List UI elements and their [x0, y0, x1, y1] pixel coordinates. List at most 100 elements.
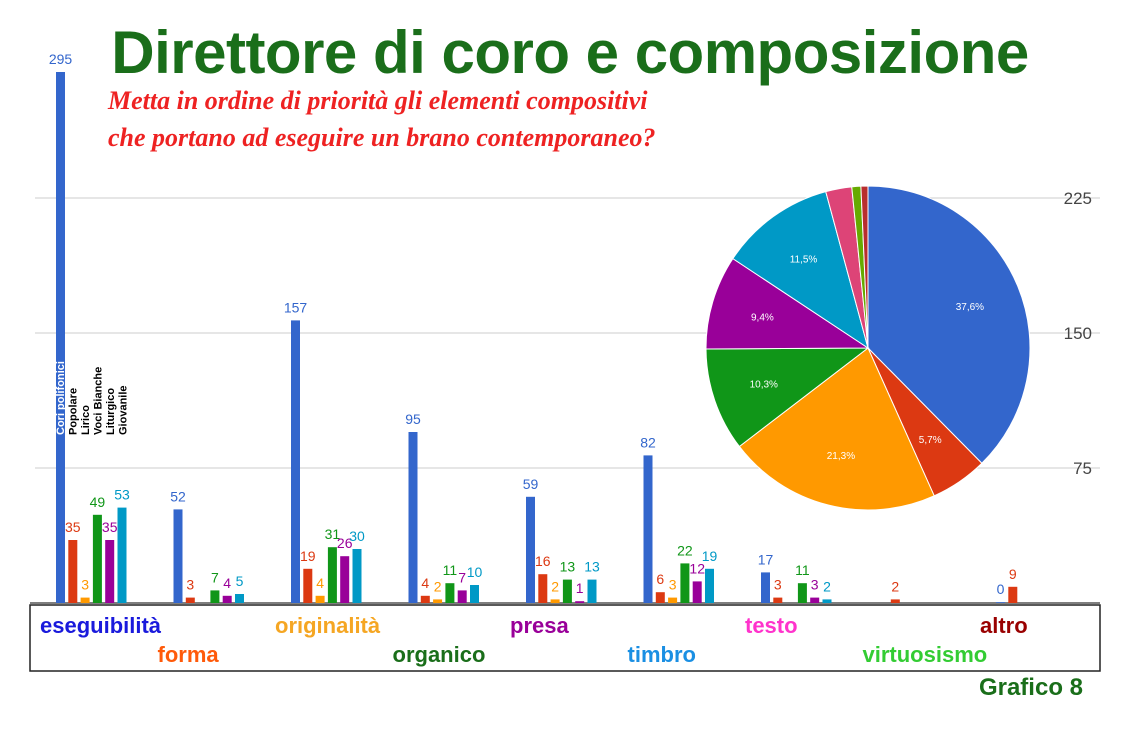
bar-series	[56, 72, 1018, 603]
category-label-7: virtuosismo	[863, 642, 988, 667]
bar-value-4-1: 16	[535, 553, 551, 569]
bar-value-4-5: 13	[584, 559, 600, 575]
bar-value-8-0: 0	[997, 581, 1005, 597]
bar-value-3-5: 10	[467, 564, 483, 580]
bar-value-4-2: 2	[551, 578, 559, 594]
bar-0-3	[92, 514, 102, 603]
bar-value-0-4: 35	[102, 519, 118, 535]
category-labels: eseguibilità forma originalità organico pres…	[29, 604, 1101, 672]
pie-slice-5	[732, 190, 869, 350]
bar-8-1	[1008, 586, 1018, 603]
chart-title: Direttore di coro e composizione	[111, 19, 1029, 86]
bar-2-1	[303, 568, 313, 603]
bar-2-4	[340, 556, 350, 603]
bar-value-1-4: 4	[223, 575, 231, 591]
pie-slice-0	[867, 185, 1031, 464]
bar-value-6-0: 17	[758, 551, 774, 567]
bar-value-2-2: 4	[316, 575, 324, 591]
bar-value-6-3: 11	[795, 562, 810, 578]
bar-3-3	[445, 583, 455, 603]
bar-value-1-0: 52	[170, 488, 186, 504]
pie-slice-4	[705, 257, 870, 350]
bar-0-1	[68, 540, 78, 603]
y-tick-150: 150	[1064, 324, 1092, 343]
bar-6-1	[773, 597, 783, 603]
pie-label-1: 5,7%	[919, 435, 942, 446]
bar-value-0-2: 3	[81, 577, 89, 593]
bar-value-2-1: 19	[300, 548, 316, 564]
pie-slice-3	[705, 347, 870, 448]
bar-value-5-4: 12	[689, 560, 705, 576]
bar-value-5-0: 82	[640, 434, 656, 450]
bar-value-2-4: 26	[337, 535, 353, 551]
legend-series-1: Popolare	[68, 388, 80, 435]
bar-value-0-3: 49	[90, 494, 106, 510]
bar-value-3-4: 7	[458, 569, 466, 585]
bar-1-1	[185, 597, 195, 603]
legend-series-3: Voci Bianche	[93, 367, 105, 435]
category-label-6: testo	[745, 613, 798, 638]
category-box	[29, 604, 1101, 672]
bar-6-4	[810, 597, 820, 603]
bar-value-4-3: 13	[560, 559, 576, 575]
bar-value-2-0: 157	[284, 299, 308, 315]
pie-label-3: 10,3%	[750, 380, 778, 391]
category-label-5: timbro	[628, 642, 696, 667]
bar-0-5	[117, 507, 127, 603]
pie-chart: 37,6% 5,7% 21,3% 10,3% 9,4% 11,5%	[705, 185, 1031, 511]
bar-value-3-2: 2	[434, 578, 442, 594]
bar-4-4	[575, 601, 585, 603]
bar-1-4	[222, 595, 232, 603]
bar-6-0	[761, 572, 770, 603]
pie-label-2: 21,3%	[827, 451, 855, 462]
bar-value-0-5: 53	[114, 487, 130, 503]
bar-value-6-5: 2	[823, 578, 831, 594]
bar-value-4-4: 1	[576, 580, 584, 596]
y-axis-ticks: 75 150 225	[1064, 189, 1092, 478]
bar-value-0-1: 35	[65, 519, 81, 535]
bar-3-0	[408, 432, 418, 603]
bar-7-1	[890, 599, 900, 603]
bar-5-5	[705, 568, 714, 603]
bar-value-5-1: 6	[656, 571, 664, 587]
bar-5-2	[668, 597, 678, 603]
bar-value-5-5: 19	[702, 548, 718, 564]
pie-label-4: 9,4%	[751, 313, 774, 324]
bar-5-0	[643, 455, 653, 603]
pie-slice-8	[860, 185, 869, 349]
bar-4-0	[526, 496, 535, 603]
bar-value-1-5: 5	[236, 573, 244, 589]
bar-value-6-1: 3	[774, 577, 782, 593]
category-label-3: organico	[393, 642, 486, 667]
bar-value-5-3: 22	[677, 542, 693, 558]
bar-0-4	[105, 540, 115, 603]
bar-value-4-0: 59	[523, 476, 539, 492]
bar-value-6-4: 3	[811, 577, 819, 593]
chart-footer: Grafico 8	[978, 674, 1083, 701]
bar-value-3-3: 11	[443, 562, 458, 578]
bar-3-1	[420, 595, 430, 603]
bar-value-0-0: 295	[49, 51, 73, 67]
bar-6-5	[822, 599, 832, 603]
bar-2-5	[352, 549, 362, 603]
bar-1-5	[235, 594, 244, 603]
bar-value-3-1: 4	[421, 575, 429, 591]
bar-4-2	[550, 599, 560, 603]
bar-5-4	[692, 581, 702, 603]
subtitle-line-1: Metta in ordine di priorità gli elementi…	[108, 86, 648, 115]
bar-0-0	[56, 72, 65, 603]
bar-1-0	[173, 509, 183, 603]
pie-label-0: 37,6%	[956, 302, 984, 313]
bar-5-1	[655, 592, 665, 603]
y-tick-75: 75	[1073, 459, 1092, 478]
pie-slice-2	[738, 347, 935, 511]
bar-value-5-2: 3	[669, 577, 677, 593]
legend-series-5: Giovanile	[118, 385, 130, 435]
bar-value-2-3: 31	[325, 526, 341, 542]
legend-series-4: Liturgico	[105, 388, 117, 435]
category-label-4: presa	[510, 613, 569, 638]
bar-2-0	[291, 320, 300, 603]
bar-1-3	[210, 590, 220, 603]
